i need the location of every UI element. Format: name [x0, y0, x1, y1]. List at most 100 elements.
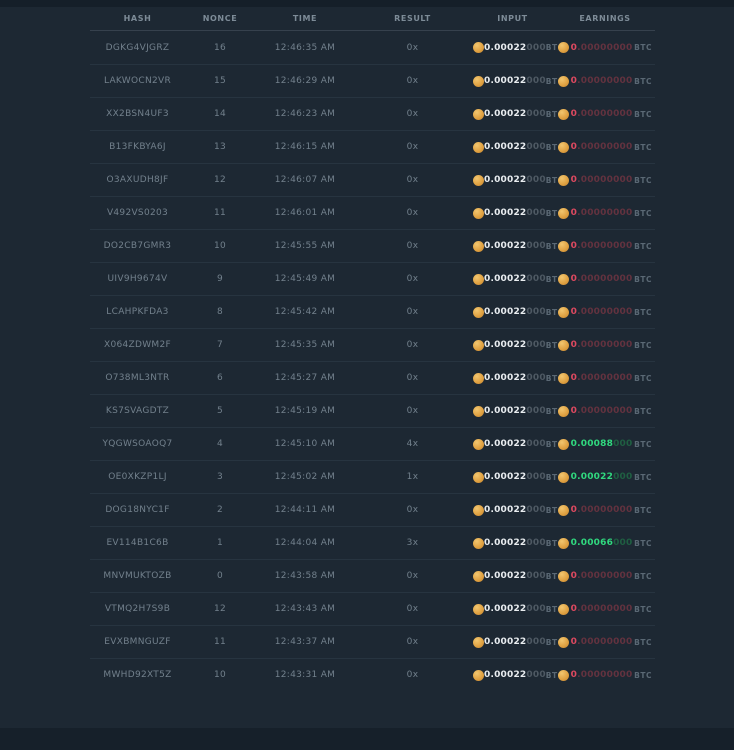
table-row[interactable]: MWHD92XT5Z 10 12:43:31 AM 0x 0.00022000 …	[90, 658, 655, 691]
coin-icon	[473, 372, 484, 384]
earnings-value: 0.00022000	[570, 472, 633, 482]
table-row[interactable]: O738ML3NTR 6 12:45:27 AM 0x 0.00022000 B…	[90, 361, 655, 394]
input-value: 0.00022000	[484, 307, 546, 317]
header-hash: HASH	[123, 14, 152, 23]
earnings-value: 0.00000000	[570, 208, 633, 218]
table-row[interactable]: O3AXUDH8JF 12 12:46:07 AM 0x 0.00022000 …	[90, 163, 655, 196]
input-cell: 0.00022000 BTC	[470, 603, 563, 615]
time-value: 12:44:04 AM	[274, 538, 336, 548]
earnings-cell: 0.00000000 BTC	[555, 75, 655, 87]
result-value: 0x	[406, 307, 419, 317]
input-cell: 0.00022000 BTC	[470, 372, 563, 384]
hash-value: KS7SVAGDTZ	[105, 406, 170, 416]
input-value: 0.00022000	[484, 175, 546, 185]
hash-value: YQGWSOAOQ7	[102, 439, 173, 449]
nonce-value: 5	[216, 406, 224, 416]
input-cell: 0.00022000 BTC	[470, 240, 563, 252]
coin-icon	[473, 306, 484, 318]
earnings-value: 0.00000000	[570, 241, 633, 251]
result-value: 0x	[406, 406, 419, 416]
input-cell: 0.00022000 BTC	[470, 42, 563, 53]
table-row[interactable]: XX2BSN4UF3 14 12:46:23 AM 0x 0.00022000 …	[90, 97, 655, 130]
table-row[interactable]: LAKWOCN2VR 15 12:46:29 AM 0x 0.00022000 …	[90, 64, 655, 97]
coin-icon	[558, 306, 569, 318]
table-row[interactable]: DOG18NYC1F 2 12:44:11 AM 0x 0.00022000 B…	[90, 493, 655, 526]
table-row[interactable]: KS7SVAGDTZ 5 12:45:19 AM 0x 0.00022000 B…	[90, 394, 655, 427]
btc-label: BTC	[545, 406, 564, 416]
table-row[interactable]: X064ZDWM2F 7 12:45:35 AM 0x 0.00022000 B…	[90, 328, 655, 361]
time-value: 12:46:01 AM	[274, 208, 336, 218]
earnings-cell: 0.00066000 BTC	[555, 537, 655, 549]
result-value: 0x	[406, 340, 419, 350]
table-row[interactable]: MNVMUKTOZB 0 12:43:58 AM 0x 0.00022000 B…	[90, 559, 655, 592]
earnings-value: 0.00000000	[570, 670, 633, 680]
btc-label: BTC	[634, 406, 652, 416]
table-row[interactable]: YQGWSOAOQ7 4 12:45:10 AM 4x 0.00022000 B…	[90, 427, 655, 460]
table-row[interactable]: B13FKBYA6J 13 12:46:15 AM 0x 0.00022000 …	[90, 130, 655, 163]
table-row[interactable]: LCAHPKFDA3 8 12:45:42 AM 0x 0.00022000 B…	[90, 295, 655, 328]
table-row[interactable]: UIV9H9674V 9 12:45:49 AM 0x 0.00022000 B…	[90, 262, 655, 295]
earnings-value: 0.00000000	[570, 571, 633, 581]
header-time: TIME	[292, 14, 318, 23]
input-value: 0.00022000	[484, 406, 546, 416]
table-row[interactable]: OE0XKZP1LJ 3 12:45:02 AM 1x 0.00022000 B…	[90, 460, 655, 493]
time-value: 12:43:43 AM	[274, 604, 336, 614]
table-row[interactable]: EV114B1C6B 1 12:44:04 AM 3x 0.00022000 B…	[90, 526, 655, 559]
nonce-value: 8	[216, 307, 224, 317]
earnings-cell: 0.00000000 BTC	[555, 42, 655, 53]
table-row[interactable]: DO2CB7GMR3 10 12:45:55 AM 0x 0.00022000 …	[90, 229, 655, 262]
coin-icon	[558, 537, 569, 549]
coin-icon	[473, 240, 484, 252]
nonce-value: 10	[213, 241, 227, 251]
nonce-value: 4	[216, 439, 224, 449]
btc-label: BTC	[545, 208, 564, 218]
time-value: 12:45:02 AM	[274, 472, 336, 482]
btc-label: BTC	[545, 670, 564, 680]
btc-label: BTC	[545, 439, 564, 449]
nonce-value: 2	[216, 505, 224, 515]
coin-icon	[558, 75, 569, 87]
btc-label: BTC	[634, 76, 652, 86]
table-row[interactable]: VTMQ2H7S9B 12 12:43:43 AM 0x 0.00022000 …	[90, 592, 655, 625]
table-row[interactable]: EVXBMNGUZF 11 12:43:37 AM 0x 0.00022000 …	[90, 625, 655, 658]
result-value: 0x	[406, 505, 419, 515]
btc-label: BTC	[634, 604, 652, 614]
header-result: RESULT	[394, 14, 431, 23]
coin-icon	[558, 504, 569, 516]
btc-label: BTC	[634, 307, 652, 317]
input-value: 0.00022000	[484, 42, 546, 53]
result-value: 0x	[406, 274, 419, 284]
hash-value: DGKG4VJGRZ	[105, 42, 170, 53]
earnings-cell: 0.00000000 BTC	[555, 207, 655, 219]
btc-label: BTC	[545, 373, 564, 383]
btc-label: BTC	[545, 142, 564, 152]
time-value: 12:45:19 AM	[274, 406, 336, 416]
input-cell: 0.00022000 BTC	[470, 669, 563, 681]
header-input: INPUT	[497, 14, 528, 23]
earnings-value: 0.00000000	[570, 505, 633, 515]
result-value: 0x	[406, 571, 419, 581]
btc-label: BTC	[634, 340, 652, 350]
earnings-value: 0.00000000	[570, 340, 633, 350]
hash-value: DO2CB7GMR3	[103, 241, 172, 251]
earnings-value: 0.00000000	[570, 76, 633, 86]
result-value: 0x	[406, 208, 419, 218]
coin-icon	[558, 405, 569, 417]
nonce-value: 12	[213, 604, 227, 614]
btc-label: BTC	[634, 505, 652, 515]
coin-icon	[558, 669, 569, 681]
coin-icon	[558, 174, 569, 186]
hash-value: V492VS0203	[106, 208, 169, 218]
earnings-cell: 0.00000000 BTC	[555, 372, 655, 384]
earnings-value: 0.00000000	[570, 274, 633, 284]
nonce-value: 11	[213, 637, 227, 647]
table-row[interactable]: V492VS0203 11 12:46:01 AM 0x 0.00022000 …	[90, 196, 655, 229]
nonce-value: 7	[216, 340, 224, 350]
input-value: 0.00022000	[484, 637, 546, 647]
coin-icon	[558, 108, 569, 120]
btc-label: BTC	[634, 43, 652, 52]
hash-value: OE0XKZP1LJ	[108, 472, 167, 482]
coin-icon	[473, 42, 484, 53]
table-row[interactable]: DGKG4VJGRZ 16 12:46:35 AM 0x 0.00022000 …	[90, 31, 655, 64]
coin-icon	[558, 603, 569, 615]
